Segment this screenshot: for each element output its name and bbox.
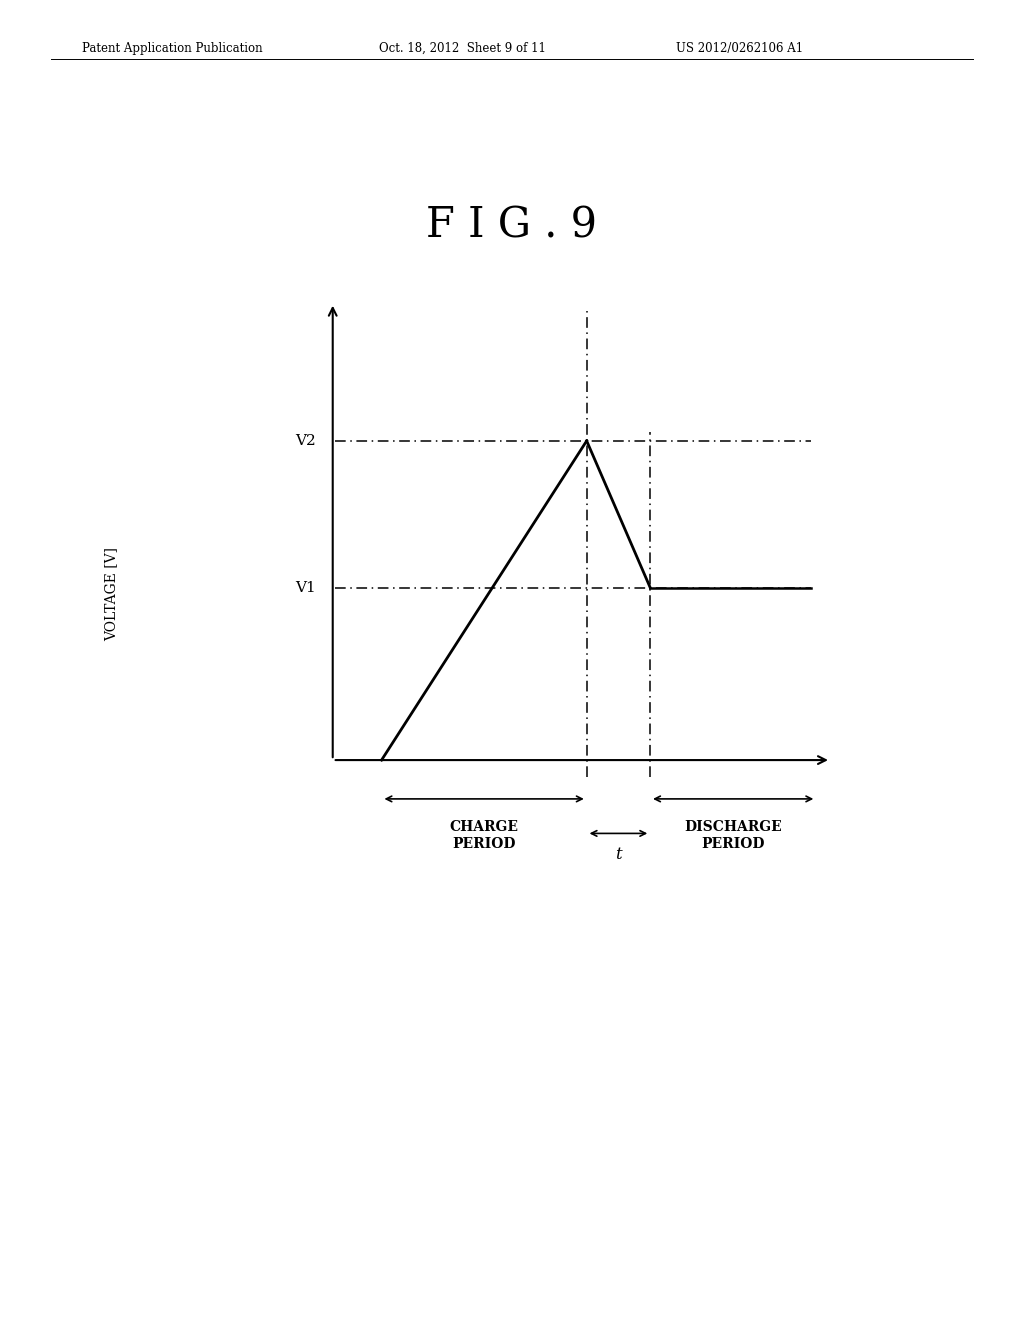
Text: DISCHARGE
PERIOD: DISCHARGE PERIOD (684, 821, 782, 850)
Text: US 2012/0262106 A1: US 2012/0262106 A1 (676, 42, 803, 55)
Text: F I G . 9: F I G . 9 (427, 205, 597, 247)
Text: t: t (615, 846, 622, 863)
Text: VOLTAGE [V]: VOLTAGE [V] (104, 546, 118, 642)
Text: Patent Application Publication: Patent Application Publication (82, 42, 262, 55)
Text: V2: V2 (295, 434, 315, 447)
Text: Oct. 18, 2012  Sheet 9 of 11: Oct. 18, 2012 Sheet 9 of 11 (379, 42, 546, 55)
Text: CHARGE
PERIOD: CHARGE PERIOD (450, 821, 518, 850)
Text: V1: V1 (295, 581, 315, 594)
